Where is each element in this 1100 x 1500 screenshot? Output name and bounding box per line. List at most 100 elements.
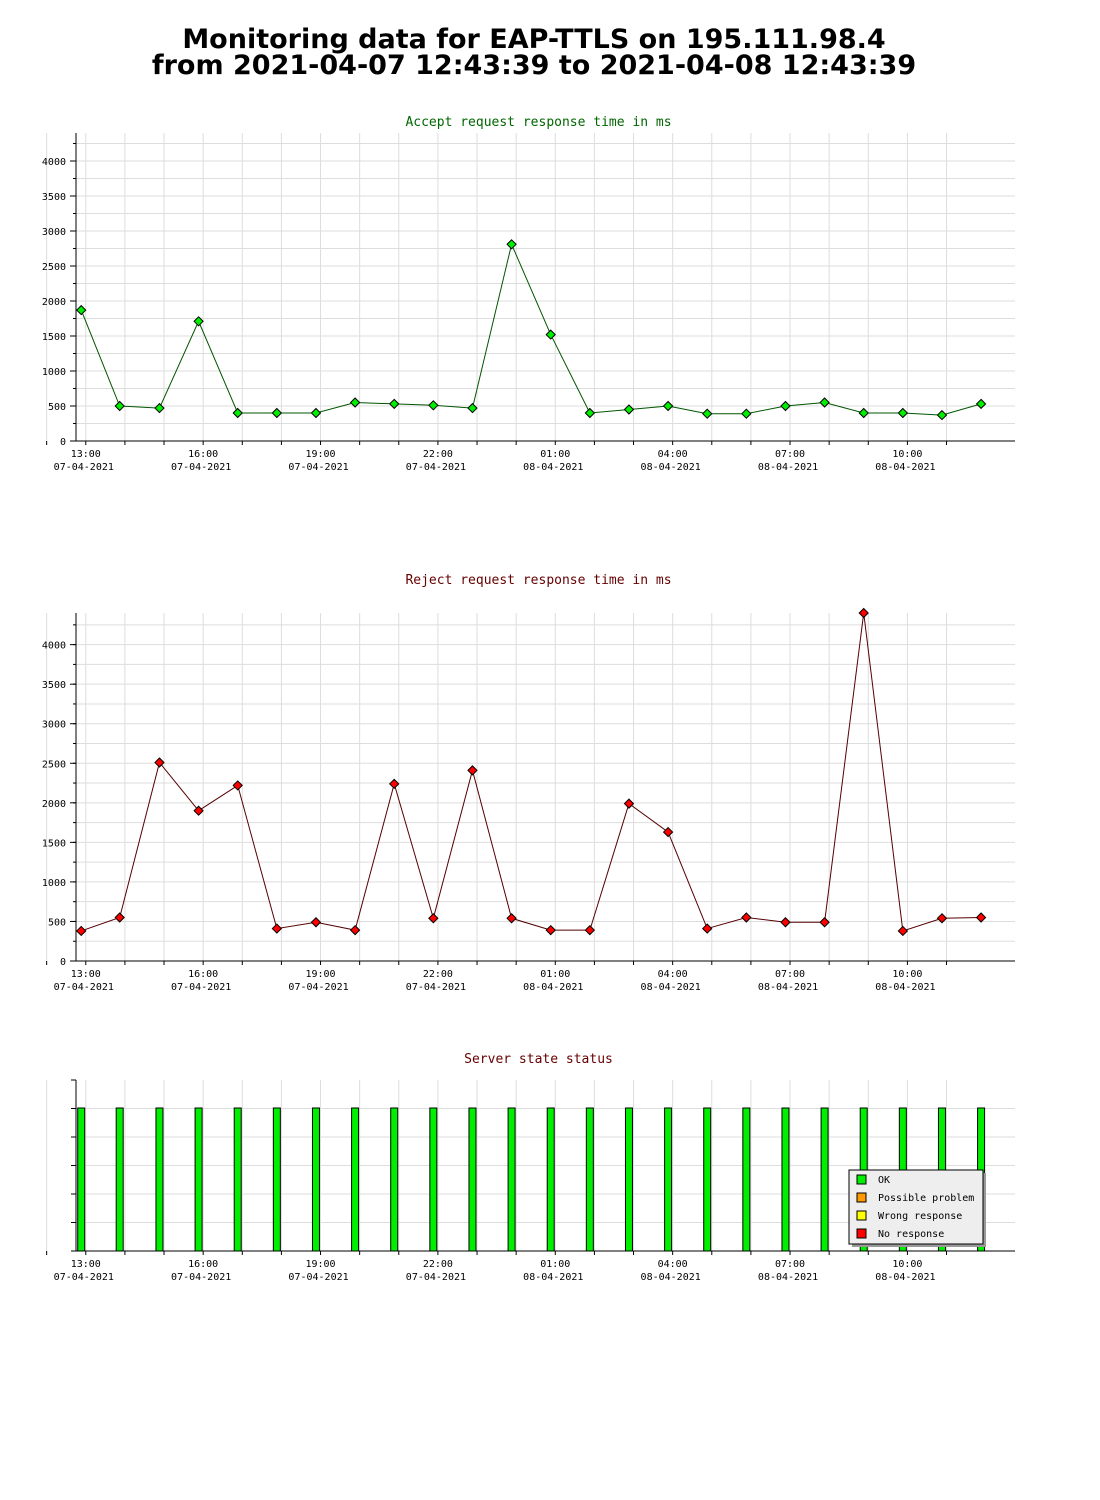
- y-tick-label: 0: [60, 957, 66, 968]
- x-tick-time-label: 13:00: [71, 449, 101, 460]
- status-bar: [272, 1107, 281, 1252]
- data-point: [584, 407, 596, 419]
- x-tick-date-label: 08-04-2021: [641, 982, 701, 993]
- y-tick-label: 3500: [42, 192, 66, 203]
- y-tick-label: 2500: [42, 262, 66, 273]
- series-line: [80, 242, 982, 416]
- x-tick-time-label: 01:00: [540, 969, 570, 980]
- data-point: [623, 798, 635, 809]
- data-point: [76, 925, 87, 937]
- x-tick-time-label: 22:00: [423, 969, 453, 980]
- x-tick-date-label: 07-04-2021: [406, 462, 466, 473]
- status-bar: [351, 1107, 360, 1252]
- x-tick-time-label: 13:00: [71, 1259, 101, 1270]
- x-tick-time-label: 07:00: [775, 969, 805, 980]
- y-tick-label: 1500: [42, 332, 66, 343]
- series-line: [81, 612, 982, 932]
- data-point: [819, 917, 830, 928]
- x-tick-date-label: 08-04-2021: [758, 1272, 818, 1283]
- data-point: [623, 404, 635, 415]
- legend-label: OK: [878, 1175, 890, 1186]
- x-tick-date-label: 08-04-2021: [523, 462, 583, 473]
- x-tick-date-label: 08-04-2021: [641, 462, 701, 473]
- x-tick-time-label: 10:00: [892, 969, 922, 980]
- data-point: [702, 408, 713, 419]
- chart-title: Reject request response time in ms: [405, 573, 671, 588]
- data-point: [154, 402, 165, 414]
- data-point: [897, 925, 909, 937]
- data-point: [545, 924, 556, 936]
- y-tick-label: 1500: [42, 838, 66, 849]
- status-bar: [115, 1107, 124, 1252]
- legend-label: No response: [878, 1229, 944, 1240]
- y-tick-label: 500: [48, 917, 66, 928]
- y-tick-label: 3000: [42, 720, 66, 731]
- legend-swatch: [856, 1210, 867, 1221]
- status-bar: [742, 1107, 751, 1252]
- x-tick-date-label: 08-04-2021: [641, 1272, 701, 1283]
- data-point: [858, 607, 869, 619]
- x-tick-time-label: 04:00: [658, 969, 688, 980]
- y-tick-label: 2000: [42, 297, 66, 308]
- x-tick-date-label: 07-04-2021: [171, 982, 231, 993]
- x-tick-time-label: 16:00: [188, 449, 218, 460]
- data-point: [389, 778, 400, 790]
- status-bar: [781, 1107, 790, 1252]
- x-tick-date-label: 08-04-2021: [523, 982, 583, 993]
- x-tick-time-label: 01:00: [540, 1259, 570, 1270]
- x-tick-time-label: 22:00: [423, 449, 453, 460]
- x-tick-time-label: 13:00: [71, 969, 101, 980]
- chart-title: Accept request response time in ms: [405, 115, 671, 130]
- data-point: [506, 913, 517, 924]
- status-bar: [468, 1107, 477, 1252]
- x-tick-time-label: 19:00: [305, 969, 335, 980]
- data-point: [114, 912, 125, 923]
- x-tick-date-label: 07-04-2021: [406, 1272, 466, 1283]
- y-tick-label: 1000: [42, 878, 66, 889]
- y-tick-label: 3000: [42, 227, 66, 238]
- legend-swatch: [856, 1228, 867, 1239]
- x-tick-time-label: 04:00: [658, 449, 688, 460]
- x-tick-date-label: 08-04-2021: [523, 1272, 583, 1283]
- x-tick-time-label: 10:00: [892, 1259, 922, 1270]
- x-tick-date-label: 07-04-2021: [54, 462, 114, 473]
- data-point: [232, 407, 243, 419]
- data-point: [545, 329, 556, 340]
- x-tick-time-label: 01:00: [540, 449, 570, 460]
- status-bar: [77, 1107, 86, 1252]
- data-point: [271, 923, 283, 934]
- status-bar: [585, 1107, 594, 1252]
- data-point: [154, 757, 165, 768]
- data-point: [780, 917, 791, 928]
- status-bar: [624, 1107, 633, 1252]
- x-tick-date-label: 08-04-2021: [875, 982, 935, 993]
- y-tick-label: 4000: [42, 157, 66, 168]
- data-point: [271, 407, 283, 419]
- data-point: [741, 912, 752, 923]
- x-tick-date-label: 07-04-2021: [288, 1272, 348, 1283]
- data-point: [975, 398, 987, 410]
- x-tick-date-label: 07-04-2021: [288, 982, 348, 993]
- data-point: [310, 407, 322, 419]
- status-bar: [507, 1107, 516, 1252]
- status-bar: [390, 1107, 399, 1252]
- status-bar: [546, 1107, 555, 1252]
- x-tick-time-label: 19:00: [305, 1259, 335, 1270]
- data-point: [232, 780, 243, 791]
- x-tick-date-label: 07-04-2021: [406, 982, 466, 993]
- x-tick-time-label: 07:00: [775, 1259, 805, 1270]
- legend-box: [848, 1169, 984, 1245]
- x-tick-time-label: 16:00: [188, 1259, 218, 1270]
- data-point: [936, 409, 948, 421]
- status-bar: [233, 1107, 242, 1252]
- legend-label: Wrong response: [878, 1211, 962, 1222]
- chart-title: Server state status: [464, 1052, 613, 1067]
- data-point: [819, 397, 830, 408]
- data-point: [310, 917, 322, 928]
- status-bar: [429, 1107, 438, 1252]
- x-tick-date-label: 07-04-2021: [171, 462, 231, 473]
- data-point: [662, 826, 674, 838]
- data-point: [662, 400, 674, 412]
- page-title-line-1: Monitoring data for EAP-TTLS on 195.111.…: [182, 24, 886, 55]
- data-point: [975, 912, 987, 923]
